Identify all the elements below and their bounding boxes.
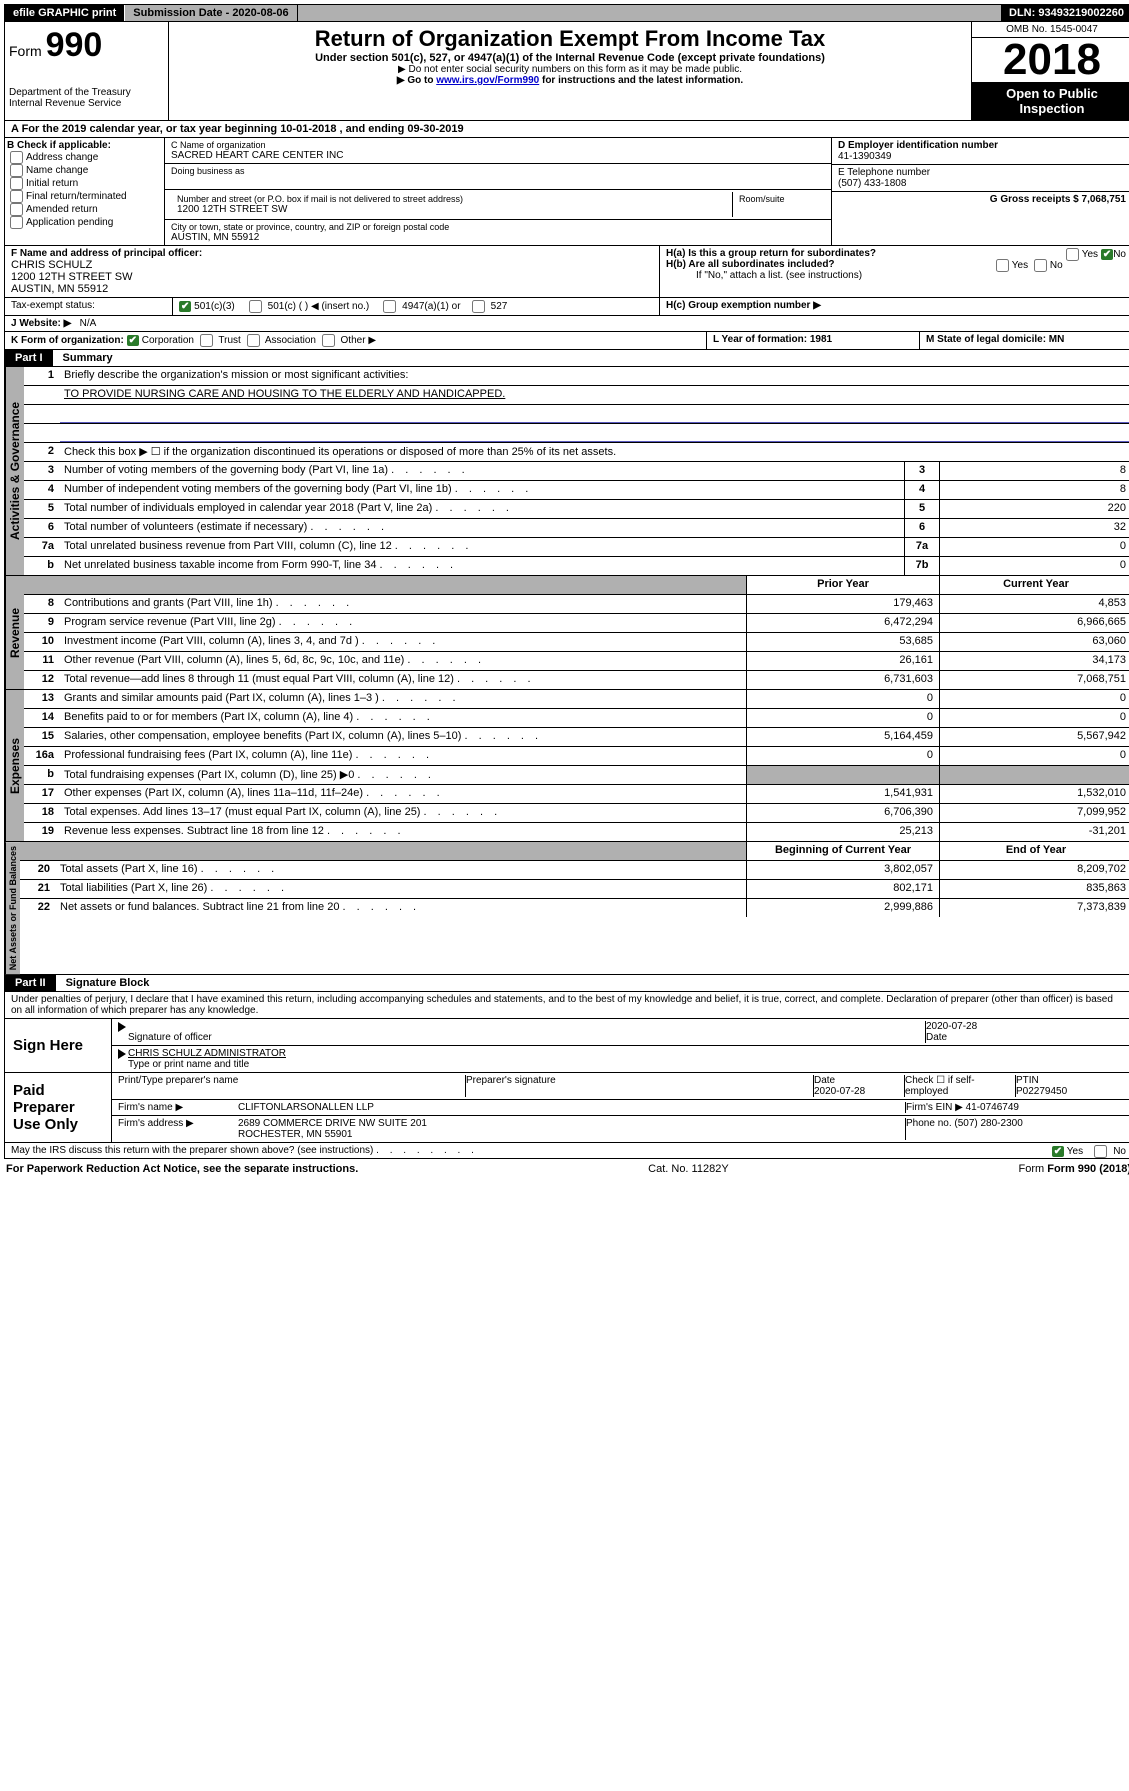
m-domicile: M State of legal domicile: MN: [919, 332, 1129, 349]
opt-initial-return[interactable]: Initial return: [7, 177, 162, 190]
opt-address-change[interactable]: Address change: [7, 151, 162, 164]
vtab-expenses: Expenses: [5, 690, 24, 841]
paid-preparer-label: Paid Preparer Use Only: [5, 1073, 112, 1142]
form-title: Return of Organization Exempt From Incom…: [173, 26, 967, 52]
ha-group-return: H(a) Is this a group return for subordin…: [666, 248, 1126, 259]
triangle-icon: [118, 1049, 126, 1059]
website-value: N/A: [80, 318, 97, 329]
activities-governance-block: Activities & Governance 1Briefly describ…: [4, 367, 1129, 576]
l-year-formation: L Year of formation: 1981: [706, 332, 919, 349]
room-label: Room/suite: [739, 194, 819, 204]
city-label: City or town, state or province, country…: [171, 222, 825, 232]
net-assets-block: Net Assets or Fund Balances Beginning of…: [4, 842, 1129, 975]
dba-label: Doing business as: [171, 166, 825, 176]
section-b-thru-g: B Check if applicable: Address change Na…: [4, 138, 1129, 246]
irs-label: Internal Revenue Service: [9, 98, 164, 109]
form-header: Form 990 Department of the Treasury Inte…: [4, 22, 1129, 121]
open-public-badge: Open to Public Inspection: [972, 82, 1129, 120]
hb-subordinates: H(b) Are all subordinates included? Yes …: [666, 259, 1126, 270]
form990-link[interactable]: www.irs.gov/Form990: [436, 75, 539, 86]
street-address: 1200 12TH STREET SW: [177, 204, 726, 215]
sign-here-label: Sign Here: [5, 1019, 112, 1072]
revenue-block: Revenue Prior YearCurrent Year 8Contribu…: [4, 576, 1129, 690]
website-row: J Website: ▶ N/A: [4, 316, 1129, 332]
expenses-block: Expenses 13Grants and similar amounts pa…: [4, 690, 1129, 842]
website-label: J Website: ▶: [11, 318, 71, 329]
g-gross-receipts: G Gross receipts $ 7,068,751: [832, 192, 1129, 207]
discuss-row: May the IRS discuss this return with the…: [4, 1143, 1129, 1159]
line2-text: Check this box ▶ ☐ if the organization d…: [60, 443, 1129, 461]
signature-block: Sign Here Signature of officer 2020-07-2…: [4, 1019, 1129, 1143]
officer-addr1: 1200 12TH STREET SW: [11, 271, 653, 283]
top-bar: efile GRAPHIC print Submission Date - 20…: [4, 4, 1129, 22]
dept-label: Department of the Treasury: [9, 87, 164, 98]
submission-date: Submission Date - 2020-08-06: [125, 5, 297, 21]
form-990-label: Form 990: [9, 26, 164, 65]
phone-value: (507) 433-1808: [838, 178, 1126, 189]
opt-final-return[interactable]: Final return/terminated: [7, 190, 162, 203]
hc-group-exemption: H(c) Group exemption number ▶: [659, 298, 1129, 315]
cb-501c[interactable]: [249, 300, 262, 313]
vtab-revenue: Revenue: [5, 576, 24, 689]
tax-exempt-row: Tax-exempt status: ✔ 501(c)(3) 501(c) ( …: [4, 298, 1129, 316]
line1-label: Briefly describe the organization's miss…: [60, 367, 1129, 385]
pra-notice: For Paperwork Reduction Act Notice, see …: [6, 1163, 358, 1175]
goto-note: ▶ Go to www.irs.gov/Form990 for instruct…: [173, 75, 967, 86]
perjury-declaration: Under penalties of perjury, I declare th…: [4, 992, 1129, 1019]
cat-no: Cat. No. 11282Y: [648, 1163, 729, 1175]
cb-527[interactable]: [472, 300, 485, 313]
vtab-governance: Activities & Governance: [5, 367, 24, 575]
opt-app-pending[interactable]: Application pending: [7, 216, 162, 229]
ein-value: 41-1390349: [838, 151, 1126, 162]
tax-year: 2018: [972, 38, 1129, 82]
k-row: K Form of organization: ✔ Corporation Tr…: [4, 332, 1129, 350]
part1-header: Part I Summary: [4, 350, 1129, 367]
row-a-tax-year: A For the 2019 calendar year, or tax yea…: [4, 121, 1129, 138]
officer-addr2: AUSTIN, MN 55912: [11, 283, 653, 295]
opt-amended[interactable]: Amended return: [7, 203, 162, 216]
form-ref: Form Form 990 (2018): [1019, 1163, 1129, 1175]
vtab-net-assets: Net Assets or Fund Balances: [5, 842, 20, 974]
officer-name: CHRIS SCHULZ: [11, 259, 653, 271]
spacer: [298, 5, 1001, 21]
ssn-note: ▶ Do not enter social security numbers o…: [173, 64, 967, 75]
page-footer: For Paperwork Reduction Act Notice, see …: [4, 1159, 1129, 1179]
d-ein-label: D Employer identification number: [838, 140, 1126, 151]
section-f-h: F Name and address of principal officer:…: [4, 246, 1129, 298]
tax-exempt-label: Tax-exempt status:: [5, 298, 173, 315]
org-name: SACRED HEART CARE CENTER INC: [171, 150, 825, 161]
city-state-zip: AUSTIN, MN 55912: [171, 232, 825, 243]
f-officer-label: F Name and address of principal officer:: [11, 248, 653, 259]
dln-label: DLN: 93493219002260: [1001, 5, 1129, 21]
form-subtitle: Under section 501(c), 527, or 4947(a)(1)…: [173, 52, 967, 64]
check-501c3-icon: ✔: [179, 301, 191, 312]
b-label: B Check if applicable:: [7, 140, 162, 151]
opt-name-change[interactable]: Name change: [7, 164, 162, 177]
triangle-icon: [118, 1022, 126, 1032]
cb-4947[interactable]: [383, 300, 396, 313]
efile-print-button[interactable]: efile GRAPHIC print: [5, 5, 125, 21]
part2-header: Part II Signature Block: [4, 975, 1129, 992]
addr-label: Number and street (or P.O. box if mail i…: [177, 194, 726, 204]
c-name-label: C Name of organization: [171, 140, 825, 150]
e-phone-label: E Telephone number: [838, 167, 1126, 178]
mission-text: TO PROVIDE NURSING CARE AND HOUSING TO T…: [60, 386, 1129, 404]
